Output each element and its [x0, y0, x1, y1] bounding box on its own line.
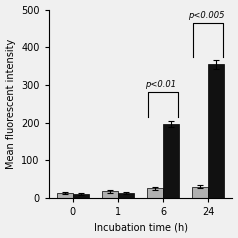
Bar [73, 194, 89, 198]
X-axis label: Incubation time (h): Incubation time (h) [94, 223, 188, 233]
Bar [163, 124, 179, 198]
Text: p<0.005: p<0.005 [188, 11, 224, 20]
Bar [208, 64, 224, 198]
Text: p<0.01: p<0.01 [145, 80, 176, 89]
Bar [147, 188, 163, 198]
Bar [193, 187, 208, 198]
Bar [118, 193, 134, 198]
Bar [57, 193, 73, 198]
Y-axis label: Mean fluorescent intensity: Mean fluorescent intensity [5, 39, 15, 169]
Bar [102, 191, 118, 198]
